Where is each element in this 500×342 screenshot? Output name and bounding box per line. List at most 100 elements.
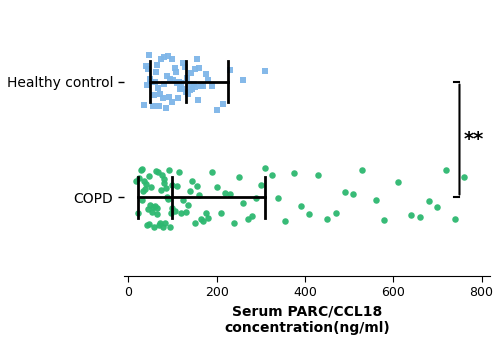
- Point: [154, 170, 162, 175]
- Point: [168, 100, 176, 105]
- Point: [140, 103, 147, 108]
- Point: [151, 79, 159, 84]
- Point: [151, 203, 159, 209]
- Point: [234, 174, 242, 180]
- Point: [217, 210, 225, 216]
- Point: [200, 219, 207, 224]
- Point: [140, 178, 148, 184]
- Point: [208, 169, 216, 175]
- Point: [424, 198, 432, 204]
- Point: [146, 52, 154, 57]
- Point: [144, 221, 152, 226]
- Point: [394, 179, 402, 185]
- Point: [226, 67, 234, 73]
- Point: [187, 70, 195, 76]
- Point: [197, 83, 205, 89]
- Point: [155, 103, 163, 109]
- Point: [252, 195, 260, 201]
- Point: [407, 212, 415, 218]
- Point: [170, 78, 177, 83]
- Point: [323, 216, 331, 222]
- Point: [188, 179, 196, 184]
- Point: [274, 195, 282, 200]
- Point: [202, 210, 209, 215]
- Point: [186, 87, 194, 93]
- Point: [168, 182, 175, 187]
- Point: [416, 214, 424, 220]
- Point: [182, 75, 190, 80]
- Point: [160, 82, 168, 87]
- Point: [314, 172, 322, 178]
- Point: [372, 197, 380, 203]
- Point: [140, 188, 147, 194]
- Point: [208, 84, 216, 89]
- Point: [134, 210, 142, 216]
- Point: [158, 56, 166, 62]
- Point: [178, 80, 186, 86]
- Point: [451, 216, 459, 222]
- Point: [204, 215, 212, 221]
- Point: [170, 65, 178, 70]
- Point: [154, 206, 162, 211]
- Point: [146, 173, 154, 179]
- Point: [175, 170, 183, 175]
- Point: [160, 55, 168, 60]
- Point: [144, 66, 152, 72]
- Point: [132, 178, 140, 184]
- Point: [182, 209, 190, 215]
- Point: [162, 220, 170, 225]
- Point: [188, 86, 196, 92]
- Point: [332, 210, 340, 216]
- Point: [230, 220, 238, 226]
- Point: [144, 207, 152, 212]
- Point: [164, 54, 172, 59]
- Point: [158, 172, 166, 178]
- Point: [166, 210, 174, 215]
- Point: [204, 78, 212, 83]
- Point: [163, 73, 171, 79]
- Point: [306, 211, 314, 216]
- Point: [165, 168, 173, 173]
- Point: [186, 188, 194, 194]
- Point: [184, 91, 192, 97]
- Point: [142, 63, 150, 69]
- Point: [165, 94, 173, 100]
- Point: [244, 216, 252, 221]
- Point: [160, 176, 168, 182]
- Point: [194, 97, 202, 102]
- Point: [152, 168, 160, 173]
- Point: [168, 205, 176, 211]
- Point: [146, 77, 154, 82]
- Point: [174, 95, 182, 101]
- Point: [146, 202, 154, 208]
- Point: [195, 192, 203, 197]
- Point: [350, 191, 358, 196]
- Point: [192, 56, 200, 62]
- Point: [182, 89, 190, 95]
- Point: [460, 174, 468, 180]
- Point: [239, 78, 247, 83]
- Point: [158, 224, 166, 229]
- Point: [248, 213, 256, 219]
- Point: [152, 212, 160, 217]
- Point: [166, 225, 174, 230]
- Point: [147, 79, 155, 84]
- Point: [147, 184, 155, 189]
- Point: [155, 223, 163, 228]
- Point: [143, 82, 151, 88]
- Point: [190, 67, 198, 72]
- Point: [138, 197, 146, 203]
- Point: [202, 71, 209, 77]
- Point: [434, 204, 442, 210]
- Point: [156, 221, 164, 226]
- Point: [153, 62, 161, 67]
- Point: [163, 194, 171, 200]
- Point: [178, 87, 186, 92]
- Point: [172, 69, 180, 75]
- Point: [160, 180, 168, 185]
- Point: [442, 167, 450, 172]
- X-axis label: Serum PARC/CCL18
concentration(ng/ml): Serum PARC/CCL18 concentration(ng/ml): [224, 305, 390, 335]
- Point: [150, 92, 158, 97]
- Point: [190, 221, 198, 226]
- Point: [162, 106, 170, 111]
